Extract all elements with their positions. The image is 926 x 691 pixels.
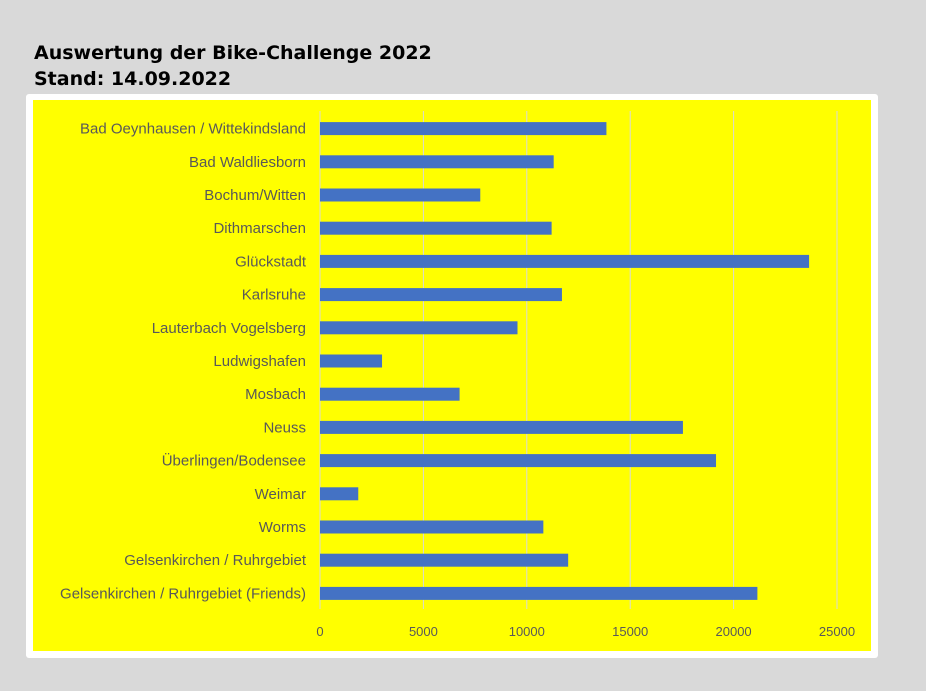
- category-label: Gelsenkirchen / Ruhrgebiet (Friends): [60, 585, 306, 602]
- category-label: Ludwigshafen: [213, 353, 306, 370]
- category-label: Worms: [259, 519, 306, 536]
- x-tick-label: 10000: [509, 624, 545, 639]
- category-label: Dithmarschen: [213, 220, 306, 237]
- bar: [320, 387, 460, 401]
- category-label: Bochum/Witten: [204, 187, 306, 204]
- bar: [320, 254, 810, 268]
- bar: [320, 122, 607, 136]
- bar: [320, 420, 683, 434]
- x-tick-label: 20000: [716, 624, 752, 639]
- category-label: Mosbach: [245, 386, 306, 403]
- bar: [320, 520, 544, 534]
- bar: [320, 188, 481, 202]
- category-label: Bad Waldliesborn: [189, 154, 306, 171]
- bar: [320, 155, 554, 169]
- bar: [320, 321, 518, 335]
- x-tick-label: 0: [316, 624, 323, 639]
- x-tick-label: 5000: [409, 624, 438, 639]
- bar-chart: Bad Oeynhausen / Wittekindsland Bad Waldl…: [33, 100, 871, 651]
- bar: [320, 586, 758, 600]
- category-label: Weimar: [255, 486, 306, 503]
- chart-subtitle: Stand: 14.09.2022: [34, 68, 232, 90]
- bar: [320, 553, 569, 567]
- category-label: Gelsenkirchen / Ruhrgebiet: [124, 552, 307, 569]
- category-label: Neuss: [263, 419, 306, 436]
- bar: [320, 454, 717, 468]
- category-label: Bad Oeynhausen / Wittekindsland: [80, 121, 306, 138]
- chart-title: Auswertung der Bike-Challenge 2022: [34, 42, 432, 64]
- category-label: Überlingen/Bodensee: [162, 452, 306, 470]
- bar: [320, 354, 383, 368]
- category-label: Glückstadt: [235, 253, 307, 270]
- bar: [320, 487, 359, 501]
- category-label: Karlsruhe: [242, 287, 306, 304]
- bar: [320, 288, 562, 302]
- x-tick-label: 15000: [612, 624, 648, 639]
- category-label: Lauterbach Vogelsberg: [152, 320, 306, 337]
- x-tick-label: 25000: [819, 624, 855, 639]
- bar: [320, 221, 552, 235]
